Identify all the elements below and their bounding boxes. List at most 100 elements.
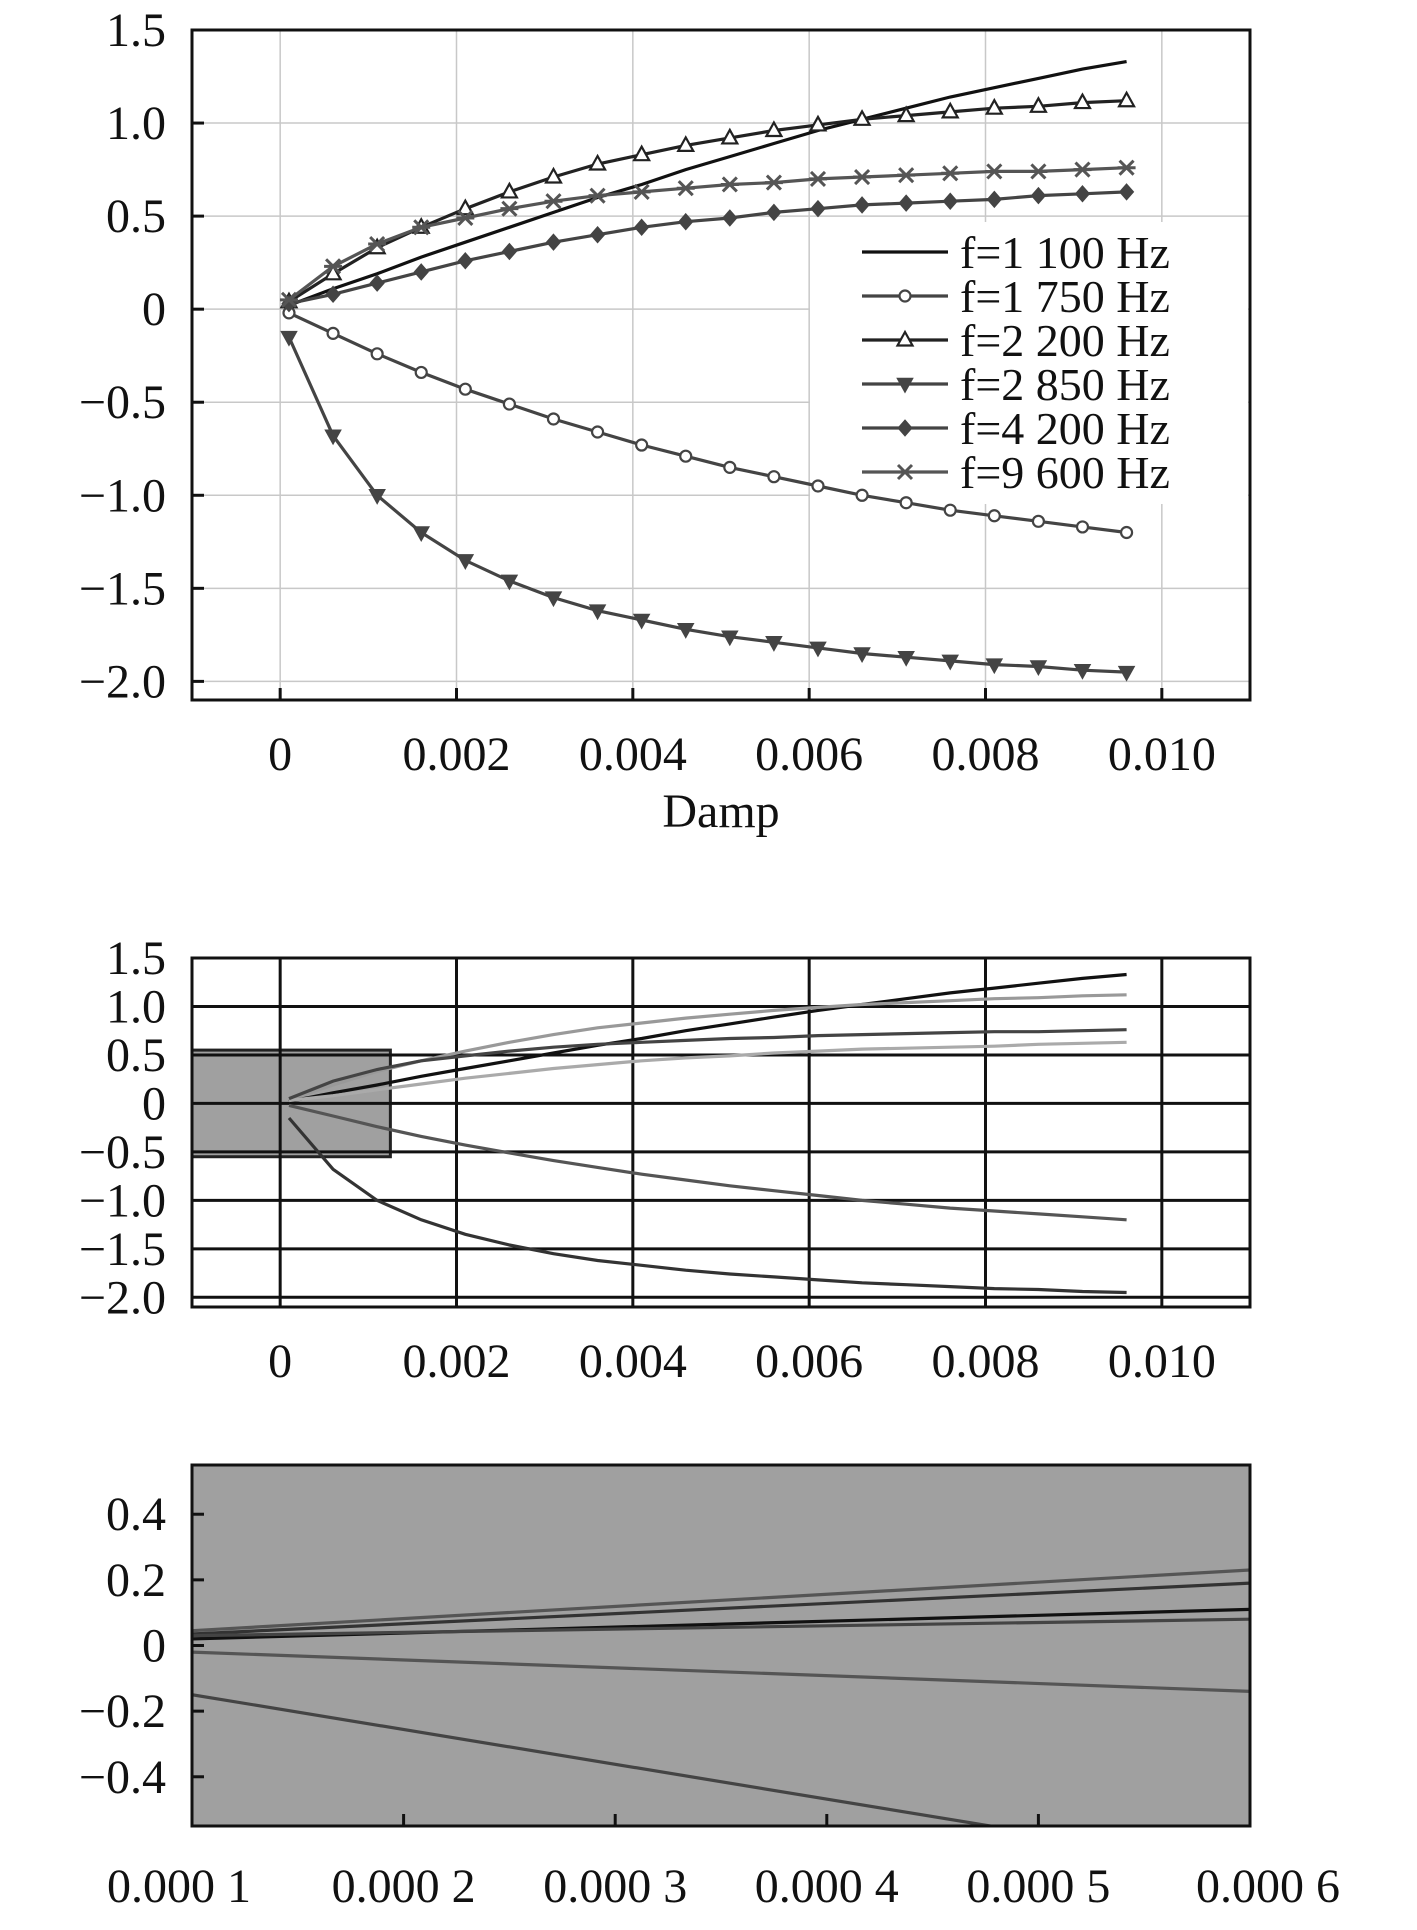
y-tick-label: 0.5 bbox=[106, 190, 166, 243]
data-point bbox=[985, 163, 1004, 180]
data-point bbox=[545, 233, 562, 251]
y-tick-label: 0.2 bbox=[106, 1554, 166, 1607]
data-point bbox=[455, 198, 475, 216]
data-point bbox=[942, 192, 958, 210]
data-point bbox=[413, 263, 429, 281]
legend-marker bbox=[897, 419, 913, 437]
data-point bbox=[852, 109, 872, 126]
data-point bbox=[544, 166, 563, 184]
legend-label: f=2 200 Hz bbox=[960, 315, 1170, 366]
data-point bbox=[808, 170, 827, 187]
y-tick-label: 0.4 bbox=[106, 1488, 166, 1541]
data-point bbox=[633, 218, 650, 237]
x-tick-label: 0.010 bbox=[1108, 728, 1216, 781]
data-point bbox=[1073, 663, 1092, 680]
x-tick-label: 0.000 6 bbox=[1196, 1860, 1340, 1913]
data-point bbox=[985, 658, 1004, 675]
legend-marker bbox=[898, 289, 912, 303]
data-point bbox=[1073, 161, 1092, 178]
data-point bbox=[501, 242, 518, 261]
data-point bbox=[721, 630, 739, 647]
data-point bbox=[1029, 660, 1048, 677]
data-point bbox=[854, 196, 870, 214]
x-tick-label: 0.000 2 bbox=[332, 1860, 476, 1913]
data-point bbox=[1029, 163, 1048, 180]
data-point bbox=[324, 429, 342, 446]
series-line-3 bbox=[192, 1617, 1250, 1638]
data-point bbox=[1117, 665, 1136, 682]
data-point bbox=[500, 181, 519, 199]
series-line-4 bbox=[288, 1040, 1127, 1103]
data-point bbox=[544, 591, 563, 608]
data-point bbox=[588, 604, 607, 621]
data-point bbox=[414, 365, 428, 380]
data-point bbox=[458, 382, 472, 396]
plot-frame bbox=[190, 956, 1252, 1309]
data-point bbox=[987, 509, 1001, 523]
data-point bbox=[1031, 514, 1046, 528]
y-tick-label: −0.2 bbox=[79, 1685, 166, 1738]
y-tick-label: 0 bbox=[142, 1620, 166, 1673]
data-point bbox=[590, 425, 605, 439]
series-line bbox=[288, 311, 1127, 535]
y-tick-label: 1.0 bbox=[106, 97, 166, 150]
x-tick-label: 0.000 4 bbox=[755, 1860, 899, 1913]
data-point bbox=[1118, 183, 1135, 201]
y-tick-label: 1.5 bbox=[106, 4, 166, 57]
legend-marker bbox=[896, 377, 914, 394]
y-tick-label: −1.0 bbox=[79, 1174, 166, 1227]
data-point bbox=[412, 526, 431, 543]
data-point bbox=[767, 470, 781, 484]
legend-label: f=1 100 Hz bbox=[960, 227, 1170, 278]
x-tick-label: 0.000 5 bbox=[966, 1860, 1110, 1913]
series-line-0 bbox=[288, 972, 1127, 1104]
data-point bbox=[632, 183, 651, 200]
data-point bbox=[1030, 186, 1047, 205]
x-axis-title: Damp bbox=[662, 785, 779, 838]
y-tick-label: −1.5 bbox=[79, 562, 166, 615]
x-tick-label: 0.004 bbox=[579, 1335, 687, 1388]
x-tick-label: 0 bbox=[268, 1335, 292, 1388]
x-tick-label: 0.008 bbox=[932, 728, 1040, 781]
data-point bbox=[588, 187, 607, 204]
data-point bbox=[456, 554, 475, 570]
data-point bbox=[502, 397, 516, 411]
legend-label: f=9 600 Hz bbox=[960, 447, 1170, 498]
legend-label: f=2 850 Hz bbox=[960, 359, 1170, 410]
data-point bbox=[984, 97, 1004, 115]
series-line-5 bbox=[192, 1693, 1001, 1826]
data-point bbox=[943, 503, 957, 517]
data-point bbox=[1029, 96, 1048, 113]
data-point bbox=[370, 347, 384, 361]
data-point bbox=[676, 623, 695, 639]
x-tick-label: 0.010 bbox=[1108, 1335, 1216, 1388]
data-point bbox=[941, 654, 960, 671]
data-point bbox=[679, 449, 693, 463]
y-tick-label: 1.5 bbox=[106, 932, 166, 985]
legend-marker bbox=[895, 329, 915, 347]
x-tick-label: 0.000 1 bbox=[107, 1860, 251, 1913]
data-point bbox=[722, 209, 738, 227]
data-point bbox=[676, 180, 695, 197]
data-point bbox=[897, 650, 915, 667]
data-point bbox=[764, 174, 783, 191]
data-point bbox=[280, 330, 298, 347]
data-point bbox=[456, 209, 475, 227]
x-tick-label: 0.006 bbox=[755, 728, 863, 781]
panel-top-chart: 0 0.002 0.004 0.006 0.008 0.010 1.5 1.0 0.5 0 −0.5… bbox=[79, 4, 1252, 838]
data-point bbox=[544, 193, 563, 210]
data-point bbox=[457, 252, 473, 270]
y-tick-label: 0 bbox=[142, 1077, 166, 1130]
data-point bbox=[941, 165, 960, 182]
data-point bbox=[809, 641, 827, 658]
x-tick-label: 0.002 bbox=[403, 728, 511, 781]
data-point bbox=[1074, 185, 1091, 203]
data-point bbox=[723, 460, 737, 474]
data-point bbox=[500, 574, 519, 591]
legend: f=1 100 Hzf=1 750 Hzf=2 200 Hzf=2 850 Hz… bbox=[862, 227, 1170, 498]
x-tick-label: 0.008 bbox=[932, 1335, 1040, 1388]
data-point bbox=[324, 258, 343, 275]
series-line-1 bbox=[288, 1103, 1127, 1222]
x-tick-label: 0.002 bbox=[403, 1335, 511, 1388]
